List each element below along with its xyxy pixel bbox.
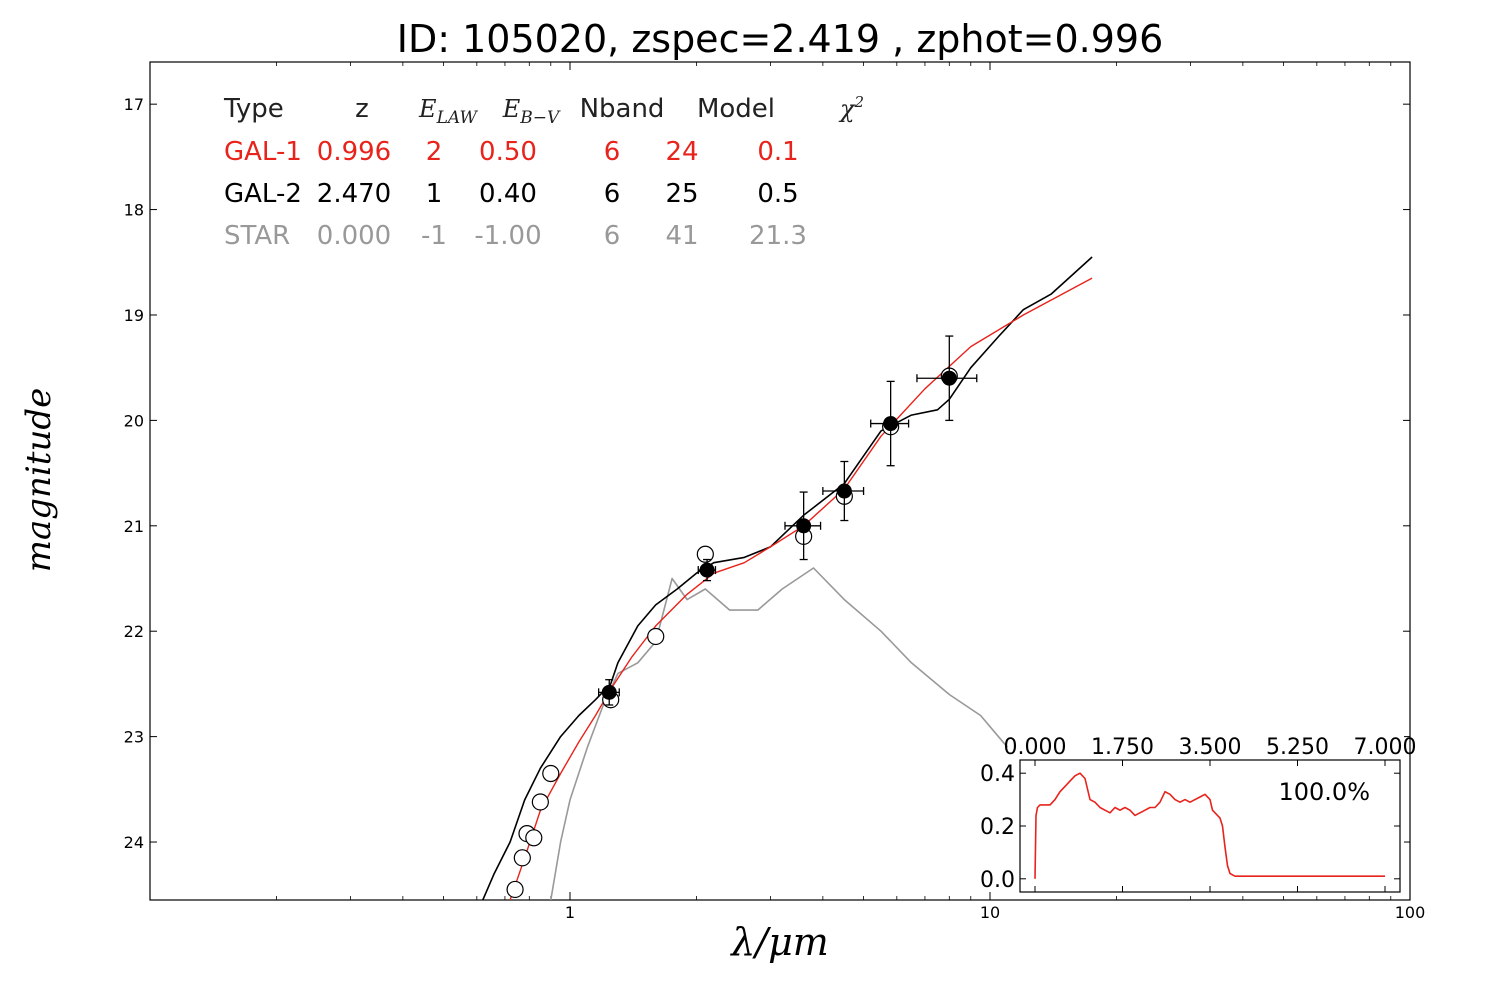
observed-flux-point [699, 562, 715, 578]
y-axis-label: magnitude [19, 388, 59, 573]
redshift-pdf-inset: 0.000 1.750 3.500 5.250 7.000 0.0 0.2 0.4 100.0% [980, 732, 1416, 894]
x-tick-label: 1 [565, 903, 575, 922]
model-flux-point [525, 829, 543, 847]
table-header-cell: Nband [580, 94, 665, 124]
observed-flux-point [601, 684, 617, 700]
table-cell: 0.000 [317, 221, 391, 251]
table-cell: 21.3 [749, 221, 807, 251]
table-header-cell: χ2 [838, 93, 864, 123]
table-cell: 2 [426, 137, 443, 167]
table-cell: 0.40 [479, 179, 537, 209]
table-cell: -1 [421, 221, 447, 251]
y-tick-label: 21 [124, 517, 144, 536]
observed-flux-point [883, 416, 899, 432]
inset-x-tick-label: 0.000 [1004, 735, 1067, 760]
table-cell: 0.1 [757, 137, 798, 167]
model-flux-point [513, 849, 531, 867]
model-flux-point [647, 627, 665, 646]
table-cell: 24 [665, 137, 698, 167]
inset-frame [1019, 759, 1401, 893]
inset-x-tick-label: 7.000 [1354, 735, 1417, 760]
table-cell: -1.00 [474, 221, 541, 251]
inset-x-tick-label: 5.250 [1266, 735, 1329, 760]
table-header-cell: ELAW [418, 95, 478, 128]
inset-y-tick-label: 0.2 [980, 815, 1015, 840]
observed-flux-point [836, 483, 852, 499]
table-header-superscript: 2 [854, 93, 865, 111]
photometry-points [506, 335, 978, 899]
table-header-subscript: B−V [519, 108, 561, 128]
table-cell: 0.50 [479, 137, 537, 167]
table-cell: STAR [224, 221, 290, 251]
y-tick-label: 23 [124, 728, 144, 747]
table-header-symbol: E [418, 95, 437, 123]
sed-curve-gal-2 [482, 256, 1093, 900]
table-cell: 41 [665, 221, 698, 251]
model-flux-point [531, 793, 549, 811]
main-plot-frame [149, 61, 1411, 901]
table-header-cell: Model [697, 94, 775, 124]
y-tick-label: 24 [124, 833, 144, 852]
table-header-symbol: E [502, 95, 521, 123]
sed-curve-star [550, 567, 1009, 900]
table-cell: 2.470 [317, 179, 391, 209]
observed-flux-point [796, 518, 812, 534]
y-tick-label: 18 [124, 201, 144, 220]
table-header-cell: EB−V [502, 95, 561, 128]
y-tick-label: 22 [124, 622, 144, 641]
table-cell: 6 [604, 179, 621, 209]
table-header-subscript: LAW [436, 108, 479, 128]
table-cell: 0.996 [317, 137, 391, 167]
inset-y-tick-label: 0.4 [980, 762, 1015, 787]
table-header-cell: Type [223, 94, 284, 124]
table-cell: GAL-2 [224, 179, 302, 209]
observed-flux-point [941, 370, 957, 386]
inset-x-tick-label: 1.750 [1091, 735, 1154, 760]
chart-title: ID: 105020, zspec=2.419 , zphot=0.996 [397, 17, 1164, 61]
table-cell: 0.5 [757, 179, 798, 209]
x-axis-label: λ/μm [729, 920, 829, 964]
y-tick-label: 17 [124, 95, 144, 114]
table-header-cell: z [355, 94, 369, 124]
y-tick-label: 20 [124, 411, 144, 430]
model-flux-point [542, 764, 560, 783]
table-cell: 1 [426, 179, 443, 209]
x-tick-label: 100 [1395, 903, 1426, 922]
inset-annotation: 100.0% [1278, 778, 1370, 806]
sed-curve-gal-1 [509, 277, 1093, 900]
pdf-curve [1034, 772, 1385, 879]
x-tick-label: 10 [980, 903, 1000, 922]
table-cell: GAL-1 [224, 137, 302, 167]
model-flux-point [696, 545, 714, 563]
inset-y-tick-label: 0.0 [980, 868, 1015, 893]
table-cell: 6 [604, 221, 621, 251]
y-tick-label: 19 [124, 306, 144, 325]
table-header-symbol: χ [838, 95, 856, 123]
model-flux-point [506, 880, 524, 899]
table-cell: 25 [665, 179, 698, 209]
table-cell: 6 [604, 137, 621, 167]
inset-x-tick-label: 3.500 [1179, 735, 1242, 760]
sed-curves [482, 256, 1093, 900]
